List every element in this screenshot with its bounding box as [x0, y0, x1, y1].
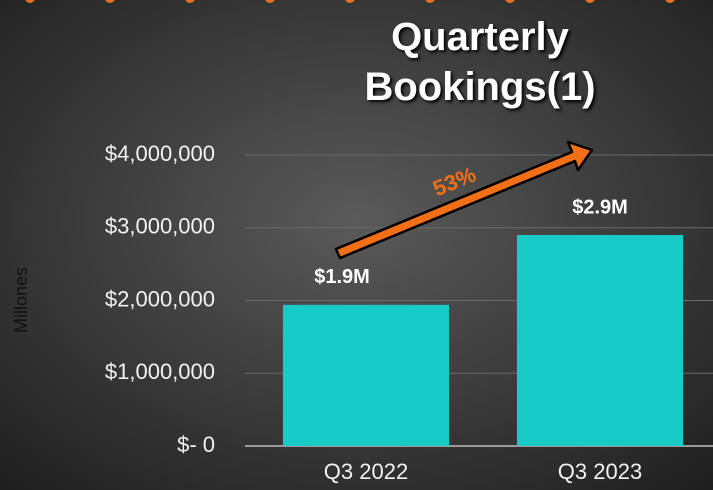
value-label: $1.9M: [314, 266, 370, 288]
y-tick-label: $- 0: [177, 432, 215, 457]
y-tick-label: $1,000,000: [105, 359, 215, 384]
x-tick-label: Q3 2022: [324, 459, 408, 484]
y-tick-label: $2,000,000: [105, 286, 215, 311]
y-axis-label: Millones: [11, 267, 31, 333]
x-tick-label: Q3 2023: [558, 459, 642, 484]
bar: [516, 235, 684, 446]
y-tick-label: $3,000,000: [105, 214, 215, 239]
value-label: $2.9M: [572, 196, 628, 218]
trend-arrow: [334, 140, 594, 260]
bar: [282, 304, 450, 446]
y-tick-label: $4,000,000: [105, 141, 215, 166]
chart-title: Quarterly Bookings(1): [364, 15, 596, 109]
top-decoration: [25, 0, 675, 3]
